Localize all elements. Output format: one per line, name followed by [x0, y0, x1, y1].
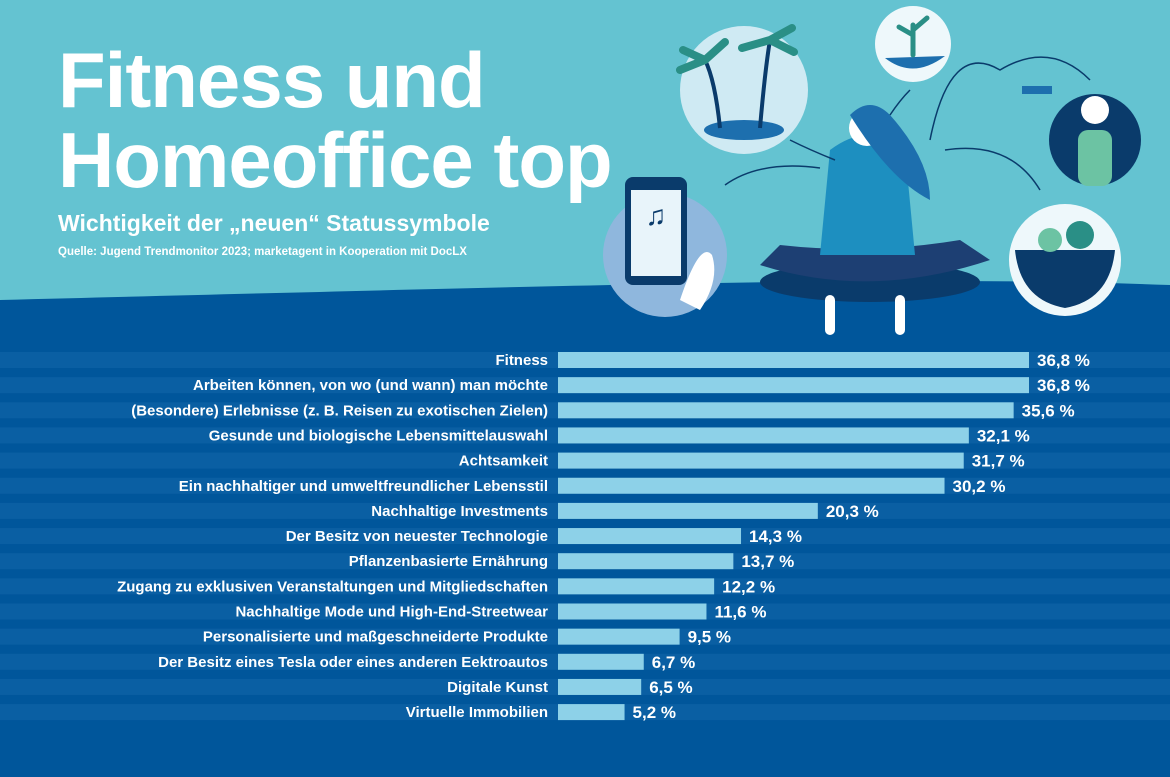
bar: [558, 352, 1029, 368]
category-label: Der Besitz eines Tesla oder eines andere…: [158, 654, 548, 671]
bar: [558, 678, 642, 695]
fitness-person-illustration: [1022, 86, 1141, 186]
phone-music-illustration: ♫: [603, 177, 727, 317]
page-title: Fitness und Homeoffice top: [58, 40, 613, 200]
category-label: Nachhaltige Mode und High-End-Streetwear: [235, 604, 548, 621]
bar: [558, 553, 734, 570]
bar: [558, 377, 1029, 394]
category-label: Gesunde und biologische Lebensmittelausw…: [209, 427, 548, 444]
data-label: 20,3 %: [826, 502, 879, 521]
subtitle: Wichtigkeit der „neuen“ Statussymbole: [58, 210, 490, 236]
bar: [558, 578, 715, 595]
title-line-2: Homeoffice top: [58, 116, 613, 204]
header-background: ♫: [0, 0, 1170, 335]
data-label: 5,2 %: [633, 703, 676, 722]
palm-island-illustration: [676, 24, 808, 154]
bar: [558, 427, 969, 444]
data-label: 32,1 %: [977, 426, 1030, 445]
data-label: 12,2 %: [722, 577, 775, 596]
food-bowl-illustration: [1009, 204, 1121, 316]
plant-hand-illustration: [875, 6, 951, 82]
data-label: 36,8 %: [1037, 351, 1090, 370]
category-label: Personalisierte und maßgeschneiderte Pro…: [203, 629, 548, 646]
bar: [558, 528, 742, 545]
bar: [558, 653, 644, 670]
category-label: (Besondere) Erlebnisse (z. B. Reisen zu …: [131, 402, 548, 419]
data-label: 11,6 %: [714, 603, 766, 622]
category-label: Arbeiten können, von wo (und wann) man m…: [193, 377, 548, 394]
category-label: Zugang zu exklusiven Veranstaltungen und…: [117, 578, 548, 595]
meditating-person-illustration: [760, 105, 990, 335]
category-label: Der Besitz von neuester Technologie: [286, 528, 548, 545]
data-label: 30,2 %: [953, 477, 1006, 496]
title-line-1: Fitness und: [58, 36, 486, 124]
data-label: 9,5 %: [688, 628, 731, 647]
data-label: 36,8 %: [1037, 376, 1090, 395]
category-label: Nachhaltige Investments: [371, 503, 548, 520]
svg-text:♫: ♫: [646, 200, 667, 231]
category-label: Virtuelle Immobilien: [406, 704, 548, 721]
arrows-decoration: [724, 56, 1091, 191]
bar: [558, 704, 625, 721]
data-label: 13,7 %: [741, 552, 794, 571]
bar: [558, 628, 680, 645]
source-note: Quelle: Jugend Trendmonitor 2023; market…: [58, 246, 467, 258]
data-label: 6,5 %: [649, 678, 692, 697]
bar: [558, 402, 1014, 419]
bar: [558, 477, 945, 494]
data-label: 35,6 %: [1022, 401, 1075, 420]
data-label: 14,3 %: [749, 527, 802, 546]
bar: [558, 502, 818, 519]
category-label: Achtsamkeit: [459, 453, 548, 470]
category-label: Pflanzenbasierte Ernährung: [349, 553, 548, 570]
category-label: Digitale Kunst: [447, 679, 548, 696]
bar: [558, 452, 964, 469]
data-label: 31,7 %: [972, 452, 1025, 471]
category-label: Fitness: [495, 352, 548, 369]
data-label: 6,7 %: [652, 653, 695, 672]
bar: [558, 603, 707, 620]
category-label: Ein nachhaltiger und umweltfreundlicher …: [179, 478, 548, 495]
